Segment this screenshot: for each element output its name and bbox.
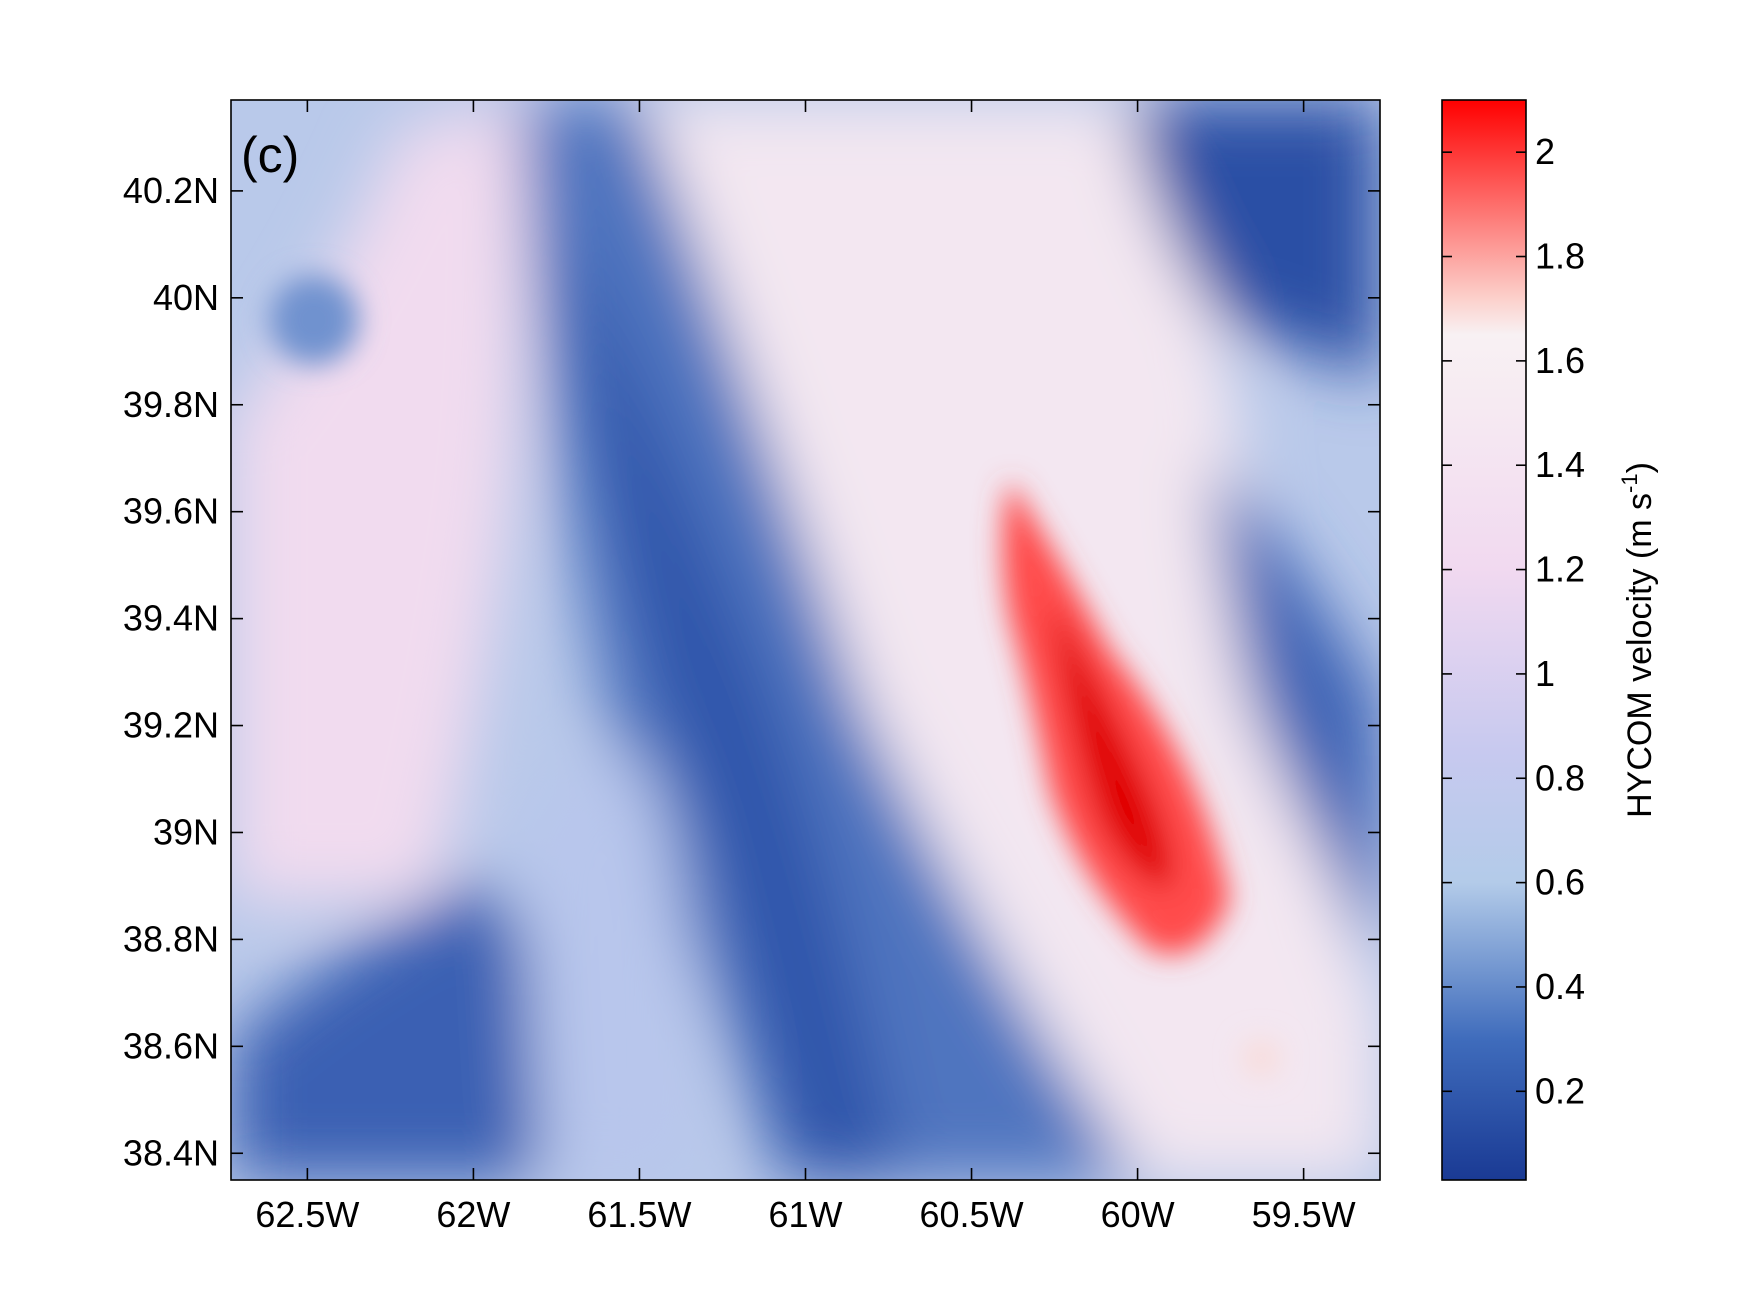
colorbar-tick-label: 1.2 [1535,549,1585,590]
colorbar [1442,100,1526,1180]
y-axis: 38.4N 38.6N 38.8N 39N 39.2N 39.4N 39.6N 39.8N 40… [123,170,1380,1173]
y-tick-label: 39N [153,811,219,852]
y-tick-label: 39.4N [123,598,219,639]
colorbar-tick-label: 1.8 [1535,236,1585,277]
y-tick-label: 38.8N [123,918,219,959]
colorbar-label: HYCOM velocity (m s-1) [1617,462,1659,818]
colorbar-label-exponent: -1 [1617,473,1642,493]
x-tick-label: 62.5W [255,1194,359,1235]
x-tick-label: 62W [436,1194,510,1235]
x-tick-label: 61.5W [587,1194,691,1235]
y-tick-label: 38.4N [123,1132,219,1173]
heatmap-field [231,100,1380,1180]
x-tick-label: 59.5W [1252,1194,1356,1235]
y-tick-label: 39.6N [123,491,219,532]
colorbar-tick-label: 1.4 [1535,444,1585,485]
colorbar-label-close: ) [1621,462,1659,473]
y-tick-label: 40N [153,277,219,318]
colorbar-frame [1441,99,1527,1181]
colorbar-tick-label: 0.4 [1535,966,1585,1007]
x-tick-label: 60.5W [920,1194,1024,1235]
panel-label: (c) [241,127,299,183]
colorbar-tick-label: 1 [1535,653,1555,694]
y-tick-label: 39.8N [123,384,219,425]
colorbar-label-main: HYCOM velocity (m s [1621,493,1659,818]
y-tick-label: 40.2N [123,170,219,211]
colorbar-axis: 0.2 0.4 0.6 0.8 1 1.2 1.4 1.6 1.8 2 [1442,131,1585,1111]
x-axis: 62.5W 62W 61.5W 61W 60.5W 60W 59.5W [255,100,1356,1235]
colorbar-tick-label: 1.6 [1535,340,1585,381]
y-tick-label: 39.2N [123,705,219,746]
x-tick-label: 60W [1101,1194,1175,1235]
colorbar-tick-label: 2 [1535,131,1555,172]
y-tick-label: 38.6N [123,1025,219,1066]
x-tick-label: 61W [768,1194,842,1235]
colorbar-tick-label: 0.8 [1535,757,1585,798]
colorbar-tick-label: 0.6 [1535,862,1585,903]
colorbar-tick-label: 0.2 [1535,1070,1585,1111]
